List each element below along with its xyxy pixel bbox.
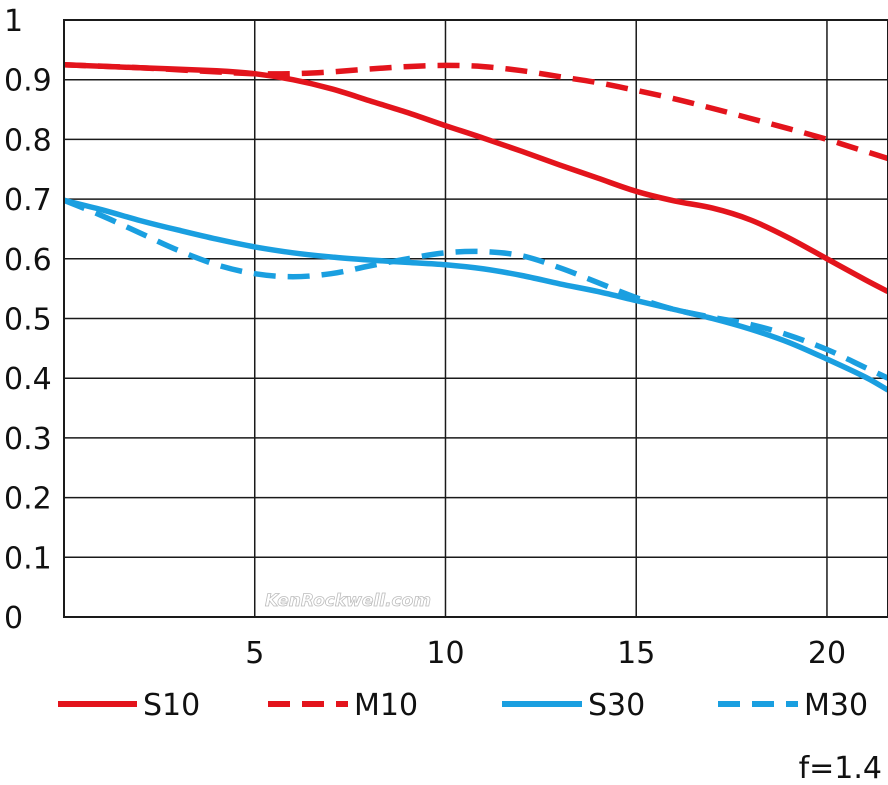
legend-label-s30: S30	[588, 688, 645, 723]
grid-lines	[64, 19, 888, 618]
y-tick-label: 0.4	[4, 362, 52, 397]
legend-label-m30: M30	[804, 688, 868, 723]
aperture-note: f=1.4	[799, 751, 882, 785]
series-line-s10	[63, 62, 888, 295]
series-line-m30	[62, 197, 888, 381]
y-tick-label: 0	[4, 601, 23, 636]
x-tick-label: 10	[426, 636, 464, 671]
x-tick-label: 20	[808, 636, 846, 671]
y-tick-label: 0.8	[4, 123, 52, 158]
y-axis-ticks: 0 0.1 0.2 0.3 0.4 0.5 0.6 0.7 0.8 0.9 1	[4, 4, 52, 636]
y-tick-label: 0.5	[4, 303, 52, 338]
legend-label-m10: M10	[354, 688, 418, 723]
x-tick-label: 5	[245, 636, 264, 671]
series-line-m10	[63, 62, 888, 162]
watermark: KenRockwell.com	[265, 591, 431, 611]
y-tick-label: 0.6	[4, 243, 52, 278]
series-line-s30	[63, 197, 888, 393]
y-tick-label: 0.9	[4, 64, 52, 99]
y-tick-label: 0.3	[4, 422, 52, 457]
y-tick-label: 0.7	[4, 183, 52, 218]
x-axis-ticks: 5 10 15 20	[245, 636, 846, 671]
legend: S10 M10 S30 M30	[58, 688, 868, 723]
x-tick-label: 15	[617, 636, 655, 671]
y-tick-label: 0.2	[4, 482, 52, 517]
legend-label-s10: S10	[143, 688, 200, 723]
plot-frame	[63, 19, 888, 618]
data-series	[62, 62, 888, 393]
y-tick-label: 0.1	[4, 541, 52, 576]
y-tick-label: 1	[4, 4, 23, 39]
